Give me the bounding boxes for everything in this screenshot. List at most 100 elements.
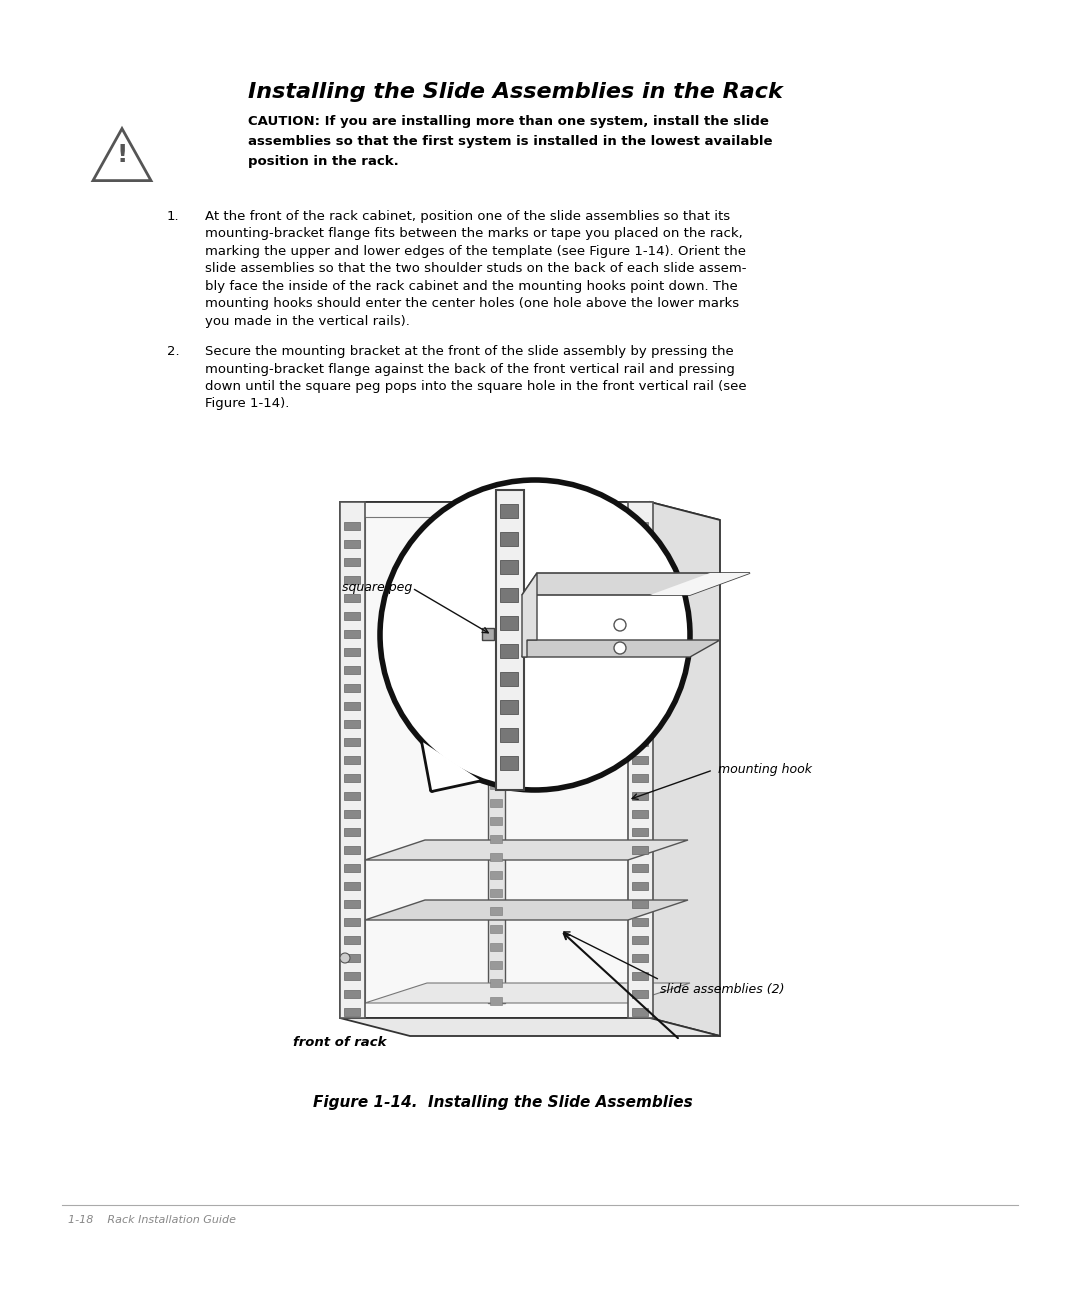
FancyBboxPatch shape <box>632 540 648 548</box>
Text: square peg: square peg <box>342 582 413 595</box>
Text: down until the square peg pops into the square hole in the front vertical rail (: down until the square peg pops into the … <box>205 380 746 393</box>
FancyBboxPatch shape <box>345 721 360 728</box>
FancyBboxPatch shape <box>345 666 360 674</box>
Text: 1-18    Rack Installation Guide: 1-18 Rack Installation Guide <box>68 1216 237 1225</box>
Text: 1.: 1. <box>167 210 179 223</box>
FancyBboxPatch shape <box>490 619 502 627</box>
FancyBboxPatch shape <box>345 522 360 530</box>
FancyBboxPatch shape <box>345 954 360 962</box>
FancyBboxPatch shape <box>490 835 502 842</box>
FancyBboxPatch shape <box>632 972 648 980</box>
FancyBboxPatch shape <box>632 936 648 943</box>
FancyBboxPatch shape <box>345 575 360 584</box>
FancyBboxPatch shape <box>490 925 502 933</box>
FancyBboxPatch shape <box>345 559 360 566</box>
FancyBboxPatch shape <box>632 630 648 638</box>
FancyBboxPatch shape <box>632 899 648 908</box>
FancyBboxPatch shape <box>632 774 648 781</box>
FancyBboxPatch shape <box>345 1008 360 1016</box>
FancyBboxPatch shape <box>632 810 648 818</box>
FancyBboxPatch shape <box>632 612 648 619</box>
FancyBboxPatch shape <box>490 889 502 897</box>
Text: front of rack: front of rack <box>293 1036 387 1048</box>
Polygon shape <box>650 502 720 1036</box>
FancyBboxPatch shape <box>500 588 518 603</box>
FancyBboxPatch shape <box>632 828 648 836</box>
FancyBboxPatch shape <box>632 756 648 765</box>
Polygon shape <box>650 573 750 595</box>
FancyBboxPatch shape <box>632 702 648 710</box>
FancyBboxPatch shape <box>490 943 502 951</box>
Text: Installing the Slide Assemblies in the Rack: Installing the Slide Assemblies in the R… <box>248 82 783 102</box>
FancyBboxPatch shape <box>632 594 648 603</box>
Polygon shape <box>522 573 537 657</box>
FancyBboxPatch shape <box>632 883 648 890</box>
FancyBboxPatch shape <box>345 648 360 656</box>
Text: 2.: 2. <box>167 345 179 358</box>
Polygon shape <box>365 899 688 920</box>
Text: CAUTION: If you are installing more than one system, install the slide: CAUTION: If you are installing more than… <box>248 115 769 128</box>
Text: assemblies so that the first system is installed in the lowest available: assemblies so that the first system is i… <box>248 135 772 148</box>
FancyBboxPatch shape <box>500 644 518 658</box>
FancyBboxPatch shape <box>345 756 360 765</box>
FancyBboxPatch shape <box>345 774 360 781</box>
Text: mounting-bracket flange against the back of the front vertical rail and pressing: mounting-bracket flange against the back… <box>205 363 734 376</box>
FancyBboxPatch shape <box>345 899 360 908</box>
FancyBboxPatch shape <box>632 864 648 872</box>
FancyBboxPatch shape <box>345 883 360 890</box>
Polygon shape <box>522 573 750 595</box>
FancyBboxPatch shape <box>490 997 502 1004</box>
FancyBboxPatch shape <box>345 630 360 638</box>
FancyBboxPatch shape <box>490 816 502 826</box>
FancyBboxPatch shape <box>500 728 518 743</box>
FancyBboxPatch shape <box>490 565 502 573</box>
FancyBboxPatch shape <box>632 918 648 927</box>
FancyBboxPatch shape <box>345 702 360 710</box>
FancyBboxPatch shape <box>490 907 502 915</box>
FancyBboxPatch shape <box>345 972 360 980</box>
FancyBboxPatch shape <box>490 763 502 771</box>
Polygon shape <box>423 743 480 791</box>
FancyBboxPatch shape <box>490 853 502 861</box>
FancyBboxPatch shape <box>490 745 502 753</box>
Polygon shape <box>365 982 690 1003</box>
FancyBboxPatch shape <box>490 691 502 699</box>
Text: position in the rack.: position in the rack. <box>248 156 399 168</box>
FancyBboxPatch shape <box>632 522 648 530</box>
FancyBboxPatch shape <box>490 583 502 591</box>
FancyBboxPatch shape <box>490 962 502 969</box>
Polygon shape <box>423 743 480 791</box>
Text: mounting hooks should enter the center holes (one hole above the lower marks: mounting hooks should enter the center h… <box>205 298 739 311</box>
FancyBboxPatch shape <box>345 594 360 603</box>
Text: mounting-bracket flange fits between the marks or tape you placed on the rack,: mounting-bracket flange fits between the… <box>205 228 743 241</box>
Polygon shape <box>365 840 688 861</box>
FancyBboxPatch shape <box>490 654 502 664</box>
FancyBboxPatch shape <box>345 918 360 927</box>
Text: Figure 1-14).: Figure 1-14). <box>205 398 289 411</box>
FancyBboxPatch shape <box>632 575 648 584</box>
Text: marking the upper and lower edges of the template (see Figure 1-14). Orient the: marking the upper and lower edges of the… <box>205 245 746 258</box>
Text: Figure 1-14.  Installing the Slide Assemblies: Figure 1-14. Installing the Slide Assemb… <box>313 1095 692 1109</box>
FancyBboxPatch shape <box>345 737 360 746</box>
FancyBboxPatch shape <box>490 709 502 717</box>
FancyBboxPatch shape <box>500 616 518 630</box>
Polygon shape <box>340 1017 720 1036</box>
Circle shape <box>615 619 626 631</box>
Polygon shape <box>627 502 653 1017</box>
FancyBboxPatch shape <box>345 810 360 818</box>
FancyBboxPatch shape <box>632 666 648 674</box>
FancyBboxPatch shape <box>490 871 502 879</box>
FancyBboxPatch shape <box>345 864 360 872</box>
Circle shape <box>340 953 350 963</box>
FancyBboxPatch shape <box>345 612 360 619</box>
FancyBboxPatch shape <box>345 846 360 854</box>
FancyBboxPatch shape <box>345 540 360 548</box>
FancyBboxPatch shape <box>500 504 518 518</box>
Text: slide assemblies (2): slide assemblies (2) <box>660 984 784 997</box>
Polygon shape <box>340 502 650 1017</box>
FancyBboxPatch shape <box>632 846 648 854</box>
FancyBboxPatch shape <box>345 792 360 800</box>
FancyBboxPatch shape <box>632 721 648 728</box>
FancyBboxPatch shape <box>345 828 360 836</box>
Text: At the front of the rack cabinet, position one of the slide assemblies so that i: At the front of the rack cabinet, positi… <box>205 210 730 223</box>
